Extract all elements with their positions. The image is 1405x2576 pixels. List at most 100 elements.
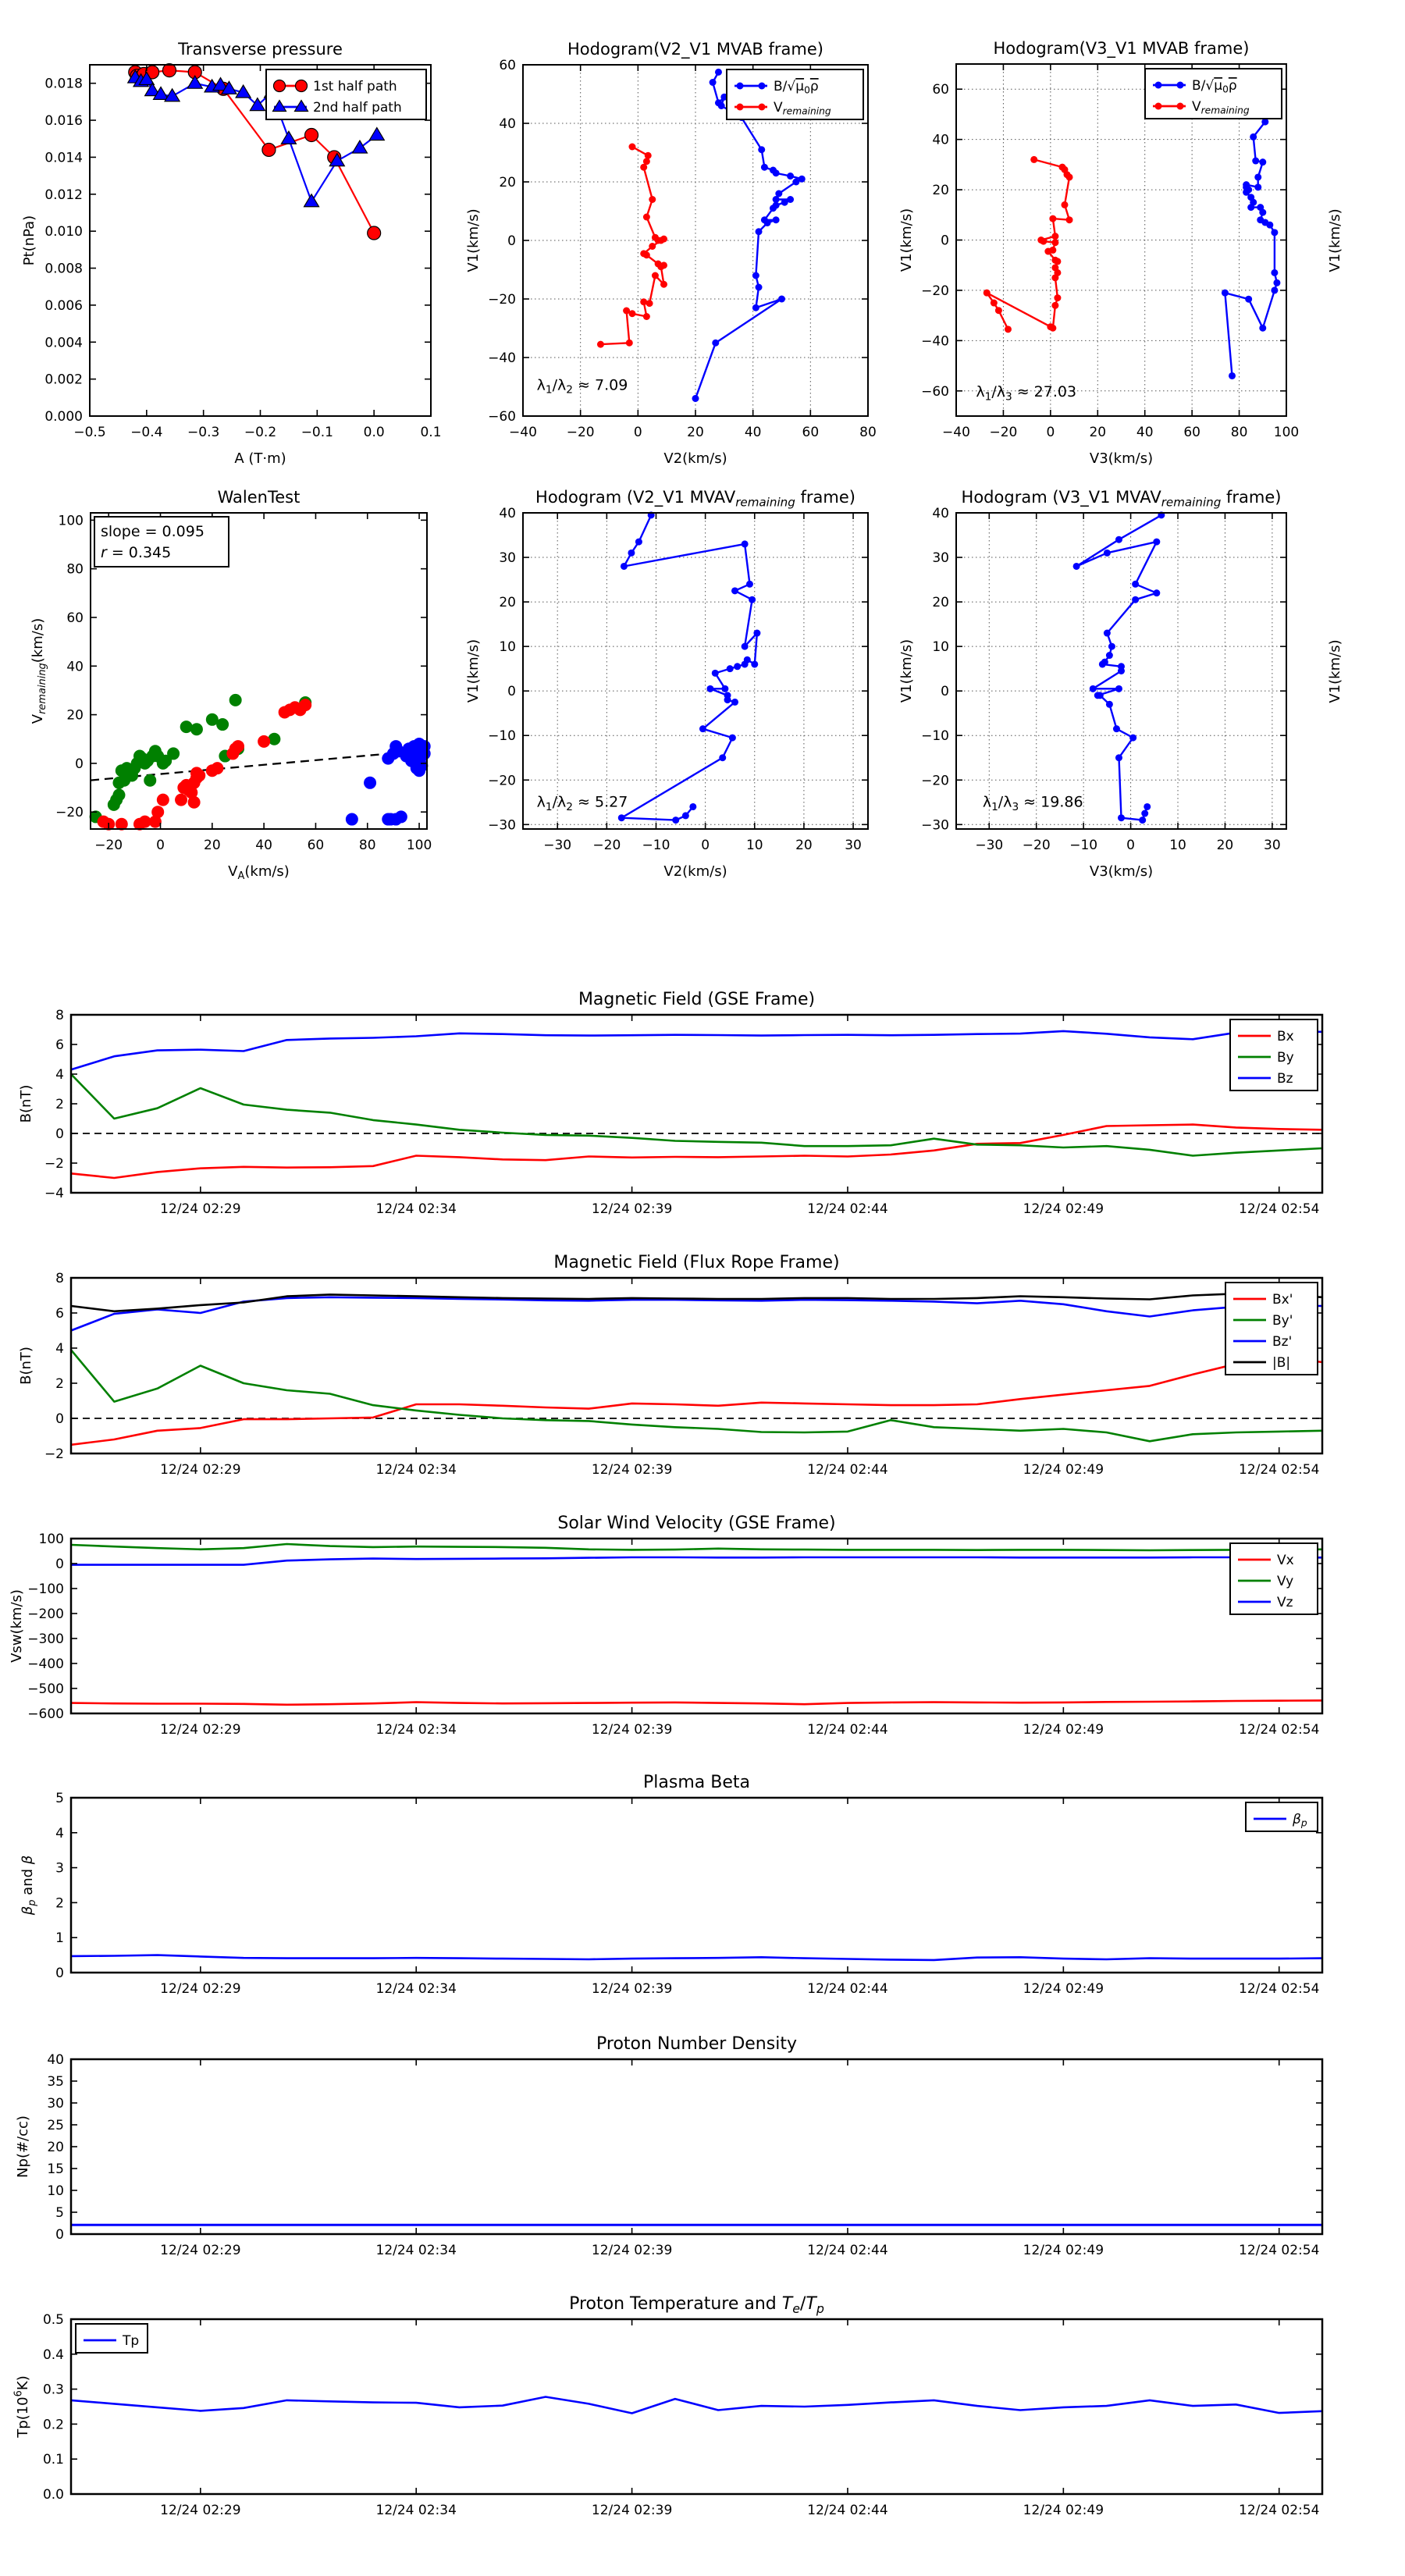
- marker-dot: [1072, 562, 1080, 570]
- x-tick-label: −20: [567, 425, 595, 440]
- marker-dot: [758, 82, 766, 90]
- panel-title: Proton Number Density: [596, 2034, 797, 2054]
- marker-dot: [1098, 660, 1106, 668]
- y-tick-label: −60: [488, 409, 516, 425]
- x-tick-label: −20: [989, 425, 1017, 440]
- y-tick-label: 8: [55, 1008, 64, 1023]
- legend-label: 1st half path: [313, 79, 397, 94]
- marker-dot: [1051, 301, 1059, 309]
- panel-title: Magnetic Field (Flux Rope Frame): [553, 1253, 839, 1272]
- marker-dot: [1254, 173, 1262, 181]
- y-axis-label: Vremaining(km/s): [30, 618, 48, 724]
- marker-dot: [741, 540, 749, 548]
- x-axis-label: A (T·m): [234, 450, 286, 467]
- y-tick-label: 5: [55, 1791, 64, 1806]
- legend-label: Vy: [1277, 1574, 1293, 1589]
- marker-dot: [751, 660, 759, 668]
- y-tick-label: 0: [55, 1966, 64, 1981]
- marker-circle: [367, 226, 382, 240]
- y-tick-label: 30: [499, 550, 516, 566]
- y-tick-label: 3: [55, 1861, 64, 1877]
- x-tick-label: 40: [1136, 425, 1154, 440]
- x-tick-label: 10: [1169, 838, 1186, 853]
- series-By-prime: [70, 1349, 1323, 1443]
- axes-frame: [69, 2058, 1324, 2236]
- marker-dot: [1271, 229, 1279, 237]
- marker-dot: [654, 260, 662, 268]
- y-tick-label: −600: [27, 1706, 64, 1722]
- y-tick-label: −4: [44, 1186, 64, 1201]
- marker-dot: [787, 173, 795, 180]
- y-tick-label: −2: [44, 1156, 64, 1172]
- marker-dot: [689, 802, 697, 810]
- x-tick-label: 12/24 02:54: [1239, 2503, 1319, 2518]
- legend-label: B/√μ0ρ: [1192, 78, 1237, 95]
- legend-label: Bx: [1277, 1029, 1294, 1044]
- x-axis-label: V2(km/s): [663, 863, 727, 880]
- y-tick-label: −2: [44, 1446, 64, 1462]
- y-tick-label: 0.004: [44, 335, 83, 350]
- marker-triangle: [187, 75, 204, 89]
- y-axis-label: V1(km/s): [465, 208, 482, 272]
- marker-dot: [753, 629, 761, 637]
- series-Bx-prime: [70, 1356, 1323, 1446]
- marker-dot: [736, 103, 744, 111]
- marker-dot: [1154, 102, 1162, 110]
- x-tick-label: 12/24 02:44: [807, 1201, 887, 1217]
- y-axis-label: Tp(106K): [12, 2375, 31, 2438]
- axes-frame: [955, 512, 1287, 830]
- lambda-annotation: λ1/λ3 ≈ 19.86: [983, 794, 1083, 813]
- info-box-line: slope = 0.095: [101, 523, 205, 540]
- y-axis-label: V1(km/s): [898, 639, 915, 703]
- marker-dot: [623, 307, 631, 315]
- x-tick-label: 30: [1264, 838, 1281, 853]
- y-tick-label: 2: [55, 1376, 64, 1392]
- marker-dot: [758, 103, 766, 111]
- x-tick-label: 60: [308, 838, 325, 853]
- y-tick-label: 4: [55, 1341, 64, 1357]
- marker-circle: [272, 79, 286, 93]
- legend-label: Bz': [1272, 1334, 1292, 1350]
- marker-dot: [755, 228, 763, 236]
- series-v-remaining-path: [621, 514, 759, 821]
- marker-dot: [1245, 295, 1253, 303]
- marker-dot: [1112, 725, 1120, 733]
- marker-dot: [1004, 326, 1012, 333]
- axes-frame: [69, 2318, 1324, 2496]
- y-tick-label: 0: [941, 233, 949, 249]
- y-tick-label: 0.002: [44, 372, 83, 388]
- x-tick-label: −0.2: [244, 425, 276, 440]
- x-tick-label: 12/24 02:49: [1023, 2243, 1104, 2258]
- x-tick-label: 80: [359, 838, 376, 853]
- y-axis-label: B(nT): [18, 1085, 34, 1123]
- panel-title: Hodogram (V3_V1 MVAVremaining frame): [962, 488, 1282, 510]
- marker-dot: [640, 250, 648, 258]
- y-tick-label: −10: [921, 728, 949, 744]
- panel-title: Hodogram(V3_V1 MVAB frame): [994, 39, 1250, 59]
- marker-dot: [1176, 81, 1184, 89]
- y-tick-label: 20: [499, 595, 516, 610]
- marker-dot: [299, 699, 312, 712]
- x-tick-label: −30: [543, 838, 571, 853]
- x-tick-label: 12/24 02:39: [592, 1462, 672, 1478]
- marker-dot: [1058, 163, 1066, 171]
- panel-title: Solar Wind Velocity (GSE Frame): [557, 1514, 835, 1533]
- marker-dot: [772, 201, 780, 209]
- marker-dot: [229, 693, 242, 706]
- y-tick-label: 1: [55, 1930, 64, 1946]
- y-tick-label: 40: [47, 2052, 64, 2068]
- series-Bz-prime: [70, 1296, 1323, 1332]
- y-tick-label: 30: [47, 2096, 64, 2112]
- marker-dot: [1051, 239, 1059, 247]
- series-Vz: [71, 1556, 1322, 1566]
- marker-dot: [258, 735, 271, 748]
- y-tick-label: 0.4: [43, 2347, 64, 2363]
- x-tick-label: 12/24 02:29: [160, 1722, 240, 1738]
- y-tick-label: 40: [499, 506, 516, 521]
- x-tick-label: 12/24 02:29: [160, 2243, 240, 2258]
- marker-dot: [1259, 158, 1267, 166]
- marker-dot: [983, 289, 991, 297]
- x-tick-label: 0: [634, 425, 642, 440]
- y-tick-label: 0: [55, 1411, 64, 1427]
- marker-triangle: [220, 80, 237, 94]
